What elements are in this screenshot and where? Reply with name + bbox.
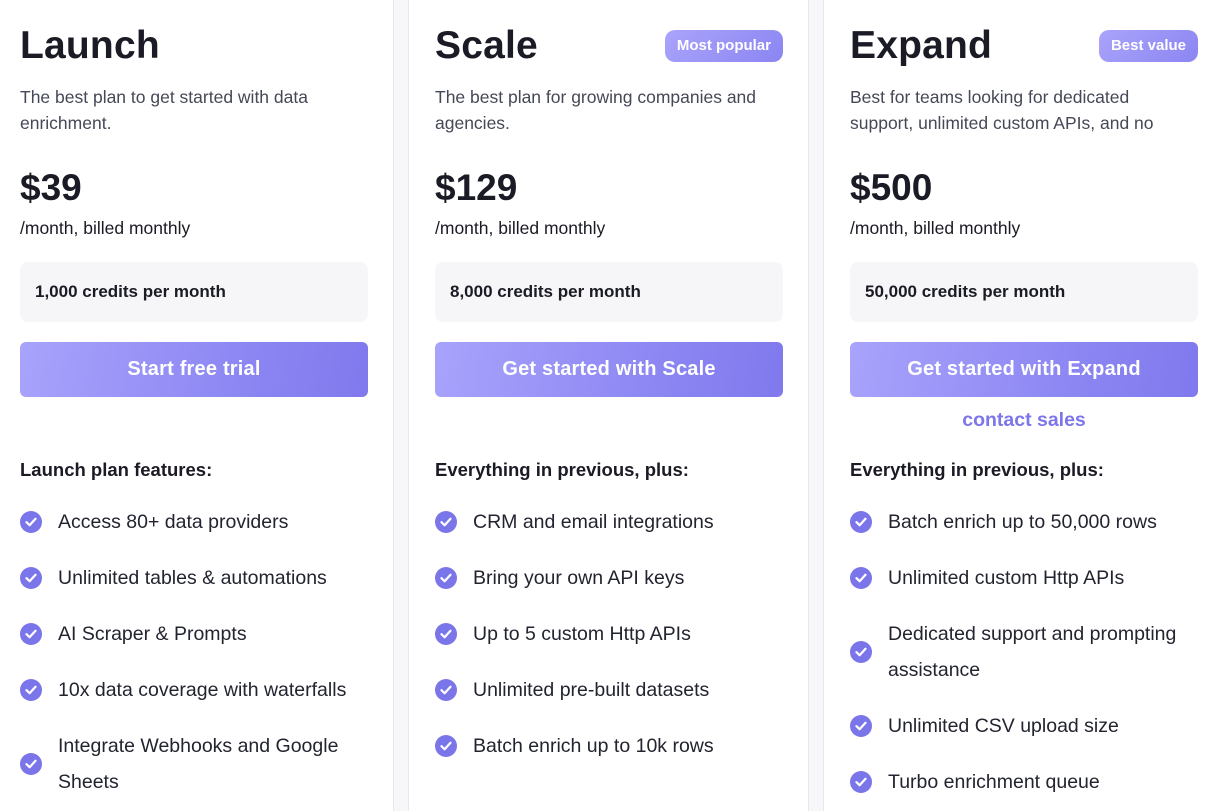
billing-period: /month, billed monthly — [20, 218, 191, 238]
features-heading: Launch plan features: — [20, 459, 213, 480]
column-divider — [808, 0, 824, 811]
plan-description: The best plan to get started with data e… — [20, 87, 308, 133]
feature-text: AI Scraper & Prompts — [58, 623, 247, 645]
feature-text: Integrate Webhooks and Google Sheets — [58, 735, 339, 793]
billing-period: /month, billed monthly — [435, 218, 606, 238]
feature-list: Batch enrich up to 50,000 rows Unlimited… — [850, 504, 1198, 811]
feature-text: Dedicated support and prompting assistan… — [888, 623, 1177, 681]
plan-card-launch: Launch The best plan to get started with… — [20, 0, 368, 811]
plan-card-scale: Scale Most popular The best plan for gro… — [435, 0, 783, 811]
feature-text: Unlimited pre-built datasets — [473, 679, 710, 701]
plan-description: Best for teams looking for dedicated sup… — [850, 87, 1154, 133]
check-circle-icon — [435, 567, 457, 589]
feature-item: Unlimited tables & automations — [20, 560, 368, 596]
feature-text: Unlimited CSV upload size — [888, 715, 1119, 737]
feature-item: Integrate Webhooks and Google Sheets — [20, 728, 368, 800]
feature-item: Access 80+ data providers — [20, 504, 368, 540]
feature-item: Unlimited CSV upload size — [850, 708, 1198, 744]
feature-item: Bring your own API keys — [435, 560, 783, 596]
feature-item: Batch enrich up to 10k rows — [435, 728, 783, 764]
billing-period: /month, billed monthly — [850, 218, 1021, 238]
feature-list: CRM and email integrations Bring your ow… — [435, 504, 783, 784]
feature-item: CRM and email integrations — [435, 504, 783, 540]
credits-box: 50,000 credits per month — [850, 262, 1198, 322]
check-circle-icon — [850, 511, 872, 533]
feature-text: Batch enrich up to 50,000 rows — [888, 511, 1157, 533]
check-circle-icon — [20, 567, 42, 589]
feature-item: Unlimited custom Http APIs — [850, 560, 1198, 596]
best-value-badge: Best value — [1098, 30, 1198, 62]
features-heading: Everything in previous, plus: — [435, 459, 689, 480]
check-circle-icon — [435, 623, 457, 645]
feature-list: Access 80+ data providers Unlimited tabl… — [20, 504, 368, 811]
feature-item: Dedicated support and prompting assistan… — [850, 616, 1198, 688]
feature-text: Access 80+ data providers — [58, 511, 289, 533]
feature-text: Bring your own API keys — [473, 567, 685, 589]
features-heading: Everything in previous, plus: — [850, 459, 1104, 480]
check-circle-icon — [435, 679, 457, 701]
feature-item: Turbo enrichment queue — [850, 764, 1198, 800]
feature-text: 10x data coverage with waterfalls — [58, 679, 347, 701]
check-circle-icon — [20, 679, 42, 701]
feature-text: Unlimited custom Http APIs — [888, 567, 1125, 589]
check-circle-icon — [20, 511, 42, 533]
contact-sales-link[interactable]: contact sales — [962, 409, 1086, 431]
check-circle-icon — [20, 753, 42, 775]
plan-price: $129 — [435, 167, 518, 208]
plan-name: Launch — [20, 24, 160, 67]
plan-card-expand: Expand Best value Best for teams looking… — [850, 0, 1198, 811]
plan-name: Scale — [435, 24, 538, 67]
credits-box: 1,000 credits per month — [20, 262, 368, 322]
feature-item: AI Scraper & Prompts — [20, 616, 368, 652]
start-free-trial-button[interactable]: Start free trial — [20, 342, 368, 397]
feature-item: Unlimited pre-built datasets — [435, 672, 783, 708]
plan-price: $39 — [20, 167, 82, 208]
feature-item: 10x data coverage with waterfalls — [20, 672, 368, 708]
feature-text: CRM and email integrations — [473, 511, 714, 533]
credits-box: 8,000 credits per month — [435, 262, 783, 322]
check-circle-icon — [435, 735, 457, 757]
check-circle-icon — [20, 623, 42, 645]
check-circle-icon — [435, 511, 457, 533]
column-divider — [393, 0, 409, 811]
check-circle-icon — [850, 715, 872, 737]
get-started-scale-button[interactable]: Get started with Scale — [435, 342, 783, 397]
plan-name: Expand — [850, 24, 993, 67]
plan-description: The best plan for growing companies and … — [435, 87, 757, 133]
feature-text: Unlimited tables & automations — [58, 567, 327, 589]
feature-text: Up to 5 custom Http APIs — [473, 623, 691, 645]
check-circle-icon — [850, 771, 872, 793]
plan-price: $500 — [850, 167, 933, 208]
feature-item: Up to 5 custom Http APIs — [435, 616, 783, 652]
feature-item: Batch enrich up to 50,000 rows — [850, 504, 1198, 540]
feature-text: Batch enrich up to 10k rows — [473, 735, 714, 757]
feature-text: Turbo enrichment queue — [888, 771, 1100, 793]
check-circle-icon — [850, 567, 872, 589]
most-popular-badge: Most popular — [664, 30, 783, 62]
get-started-expand-button[interactable]: Get started with Expand — [850, 342, 1198, 397]
check-circle-icon — [850, 641, 872, 663]
